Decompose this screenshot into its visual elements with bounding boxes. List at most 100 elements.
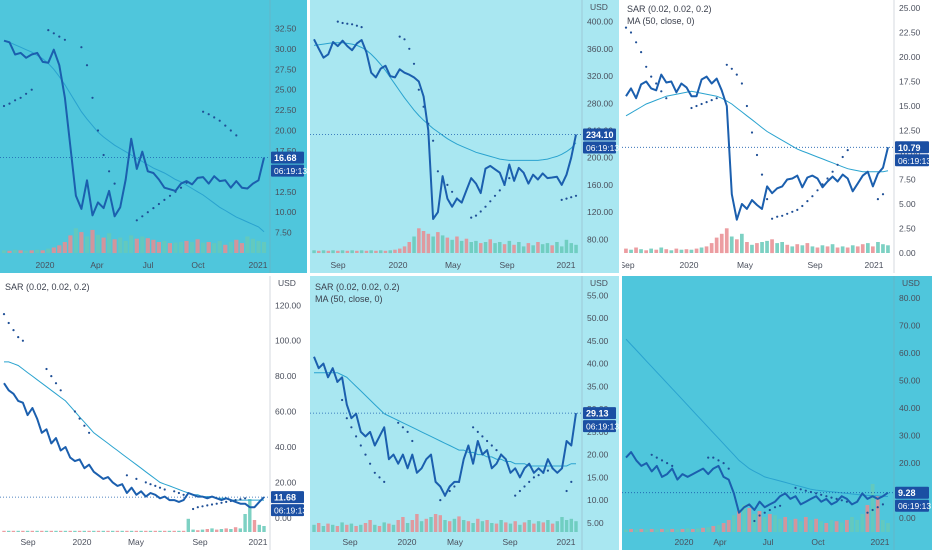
volume-bar (429, 517, 433, 532)
unit-label: USD (590, 278, 608, 288)
sar-point (436, 170, 439, 173)
volume-bar (518, 524, 522, 532)
volume-bar (540, 244, 545, 253)
sar-point (152, 207, 155, 210)
volume-bar (639, 529, 644, 532)
volume-bar (326, 250, 331, 253)
volume-bar (217, 240, 222, 253)
volume-bar (569, 518, 573, 532)
ma-line (314, 372, 576, 467)
countdown-badge (271, 504, 304, 517)
y-tick-label: 0.00 (899, 513, 916, 523)
volume-bar (340, 250, 345, 254)
volume-bar (350, 250, 354, 254)
volume-bar (13, 249, 18, 253)
volume-bar (219, 529, 224, 532)
volume-bar (793, 518, 798, 532)
price-line (313, 356, 577, 497)
sar-point (448, 489, 451, 493)
chart-panel-3[interactable]: 25.0022.5020.0017.5015.0012.5010.007.505… (622, 0, 932, 273)
volume-bar (196, 530, 200, 532)
sar-point (799, 488, 802, 491)
chart-panel-5[interactable]: 55.0050.0045.0040.0035.0030.0025.0020.00… (310, 276, 619, 550)
volume-bar (694, 248, 699, 253)
volume-bar (364, 250, 369, 253)
plot-background (310, 0, 619, 273)
volume-bar (212, 243, 217, 253)
sar-point (207, 113, 210, 116)
volume-bar (755, 243, 759, 253)
volume-bar (665, 529, 669, 532)
y-tick-label: 20.00 (275, 126, 297, 136)
sar-point (486, 439, 489, 443)
volume-bar (312, 250, 316, 254)
sar-point (514, 494, 517, 497)
sar-point (484, 205, 487, 208)
chart-panel-1[interactable]: 32.5030.0027.5025.0022.5020.0017.5015.00… (0, 0, 307, 273)
volume-bar (674, 248, 679, 253)
sar-point (383, 480, 386, 483)
volume-bar (373, 524, 377, 532)
x-tick-label: May (447, 537, 464, 547)
y-tick-label: 200.00 (587, 153, 613, 163)
volume-bar (773, 515, 777, 532)
y-tick-label: 32.50 (275, 23, 297, 33)
volume-bar (839, 522, 844, 532)
sar-point (351, 23, 354, 26)
volume-bar (629, 249, 633, 253)
y-tick-label: 50.00 (587, 313, 609, 323)
sar-point (791, 210, 794, 213)
volume-bar (699, 247, 704, 253)
sar-point (801, 204, 804, 208)
sar-point (364, 453, 367, 456)
last-price-label: 29.13 (586, 409, 609, 419)
volume-bar (649, 248, 653, 253)
x-tick-label: 2021 (249, 260, 268, 270)
sar-point (806, 200, 809, 203)
chart-panel-2[interactable]: 400.00360.00320.00280.00240.00200.00160.… (310, 0, 619, 273)
last-price-label: 9.28 (898, 488, 916, 498)
volume-bar (810, 246, 815, 253)
volume-bar (798, 521, 803, 532)
ma-line (313, 42, 577, 161)
sar-point (403, 38, 406, 41)
sar-point (760, 173, 764, 176)
chart-panel-4[interactable]: 120.00 100.00 80.00 60.00 40.00 20.00 0.00 USD S… (0, 276, 307, 550)
sar-point (820, 493, 823, 496)
sar-point (341, 398, 344, 402)
x-tick-label: Sep (342, 537, 357, 547)
volume-bar (716, 524, 721, 532)
x-tick-label: Apr (713, 537, 726, 547)
volume-bar (401, 517, 405, 532)
volume-bar (24, 250, 29, 253)
y-tick-label: 7.50 (899, 175, 916, 185)
volume-bar (186, 518, 190, 532)
volume-bar (415, 514, 419, 532)
chart-panel-6[interactable]: 80.0070.0060.0050.0040.0030.0020.0010.00… (622, 276, 932, 550)
volume-bar (200, 529, 205, 532)
indicator-legend: SAR (0.02, 0.02, 0.2) (315, 282, 400, 292)
volume-bar (16, 530, 20, 532)
sar-point (401, 426, 404, 429)
sar-point (432, 139, 435, 142)
x-tick-label: 2021 (557, 260, 576, 270)
volume-bar (112, 239, 117, 254)
volume-bar (795, 244, 800, 253)
volume-bar (44, 530, 49, 532)
volume-bar (675, 529, 680, 532)
sar-point (220, 501, 223, 504)
sar-point (498, 189, 501, 192)
sar-point (439, 499, 442, 502)
volume-bar (228, 242, 233, 253)
volume-bar (436, 232, 440, 253)
y-tick-label: 40.00 (275, 442, 297, 452)
volume-bar (84, 236, 90, 253)
volume-bar (654, 529, 659, 532)
sar-point (518, 489, 521, 493)
sar-point (163, 488, 166, 491)
sar-point (218, 119, 221, 122)
volume-bar (156, 242, 161, 253)
y-tick-label: 70.00 (899, 320, 921, 330)
volume-bar (139, 530, 143, 532)
volume-bar (644, 529, 649, 532)
